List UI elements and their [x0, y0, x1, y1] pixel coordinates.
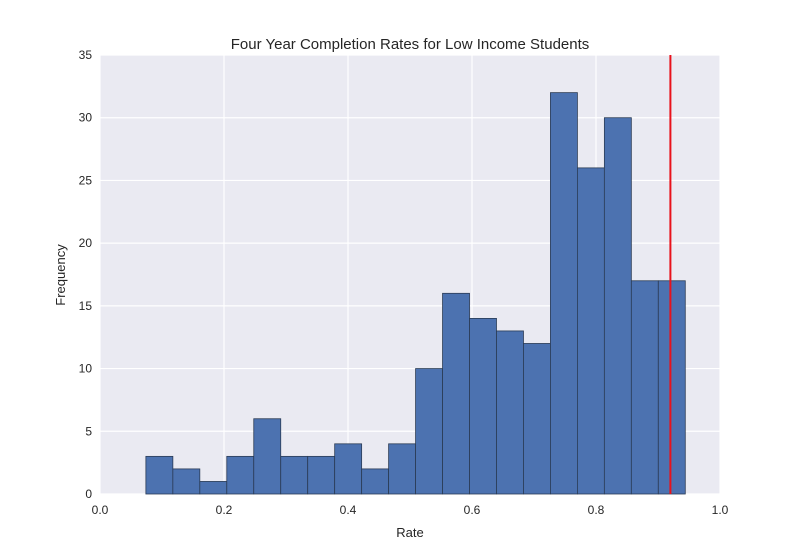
y-tick-labels: 0 5 10 15 20 25 30 35	[79, 48, 93, 501]
histogram-bar	[307, 455, 336, 495]
histogram-bar	[469, 317, 497, 495]
histogram-bar	[523, 343, 551, 495]
histogram-bar	[442, 292, 470, 495]
x-tick-label: 1.0	[712, 503, 729, 517]
y-tick-label: 0	[85, 487, 92, 501]
x-tick-label: 0.0	[92, 503, 109, 517]
y-tick-label: 25	[79, 173, 93, 187]
histogram-bar	[334, 443, 363, 495]
histogram-bar	[577, 167, 605, 495]
histogram-bar	[226, 455, 255, 495]
x-tick-label: 0.2	[216, 503, 233, 517]
histogram-bar	[388, 443, 416, 495]
histogram-bar	[199, 481, 228, 495]
histogram-bars	[145, 92, 686, 495]
y-tick-label: 35	[79, 48, 93, 62]
y-tick-label: 30	[79, 111, 93, 125]
histogram-bar	[361, 468, 390, 495]
histogram-bar	[657, 280, 686, 495]
histogram-bar	[415, 368, 443, 495]
histogram-bar	[280, 455, 309, 495]
histogram-bar	[550, 92, 578, 495]
x-tick-label: 0.4	[340, 503, 357, 517]
histogram-bar	[496, 330, 524, 495]
x-tick-labels: 0.0 0.2 0.4 0.6 0.8 1.0	[92, 503, 729, 517]
y-tick-label: 15	[79, 299, 93, 313]
y-tick-label: 20	[79, 236, 93, 250]
histogram-bar	[630, 280, 659, 495]
chart-title: Four Year Completion Rates for Low Incom…	[231, 36, 590, 53]
histogram-bar	[145, 455, 174, 495]
y-tick-label: 5	[85, 424, 92, 438]
x-tick-label: 0.6	[464, 503, 481, 517]
y-tick-label: 10	[79, 362, 93, 376]
x-axis-label: Rate	[396, 525, 423, 540]
y-axis-label: Frequency	[53, 244, 68, 306]
histogram-bar	[603, 117, 632, 495]
histogram-bar	[253, 418, 282, 495]
histogram-bar	[172, 468, 201, 495]
x-tick-label: 0.8	[588, 503, 605, 517]
